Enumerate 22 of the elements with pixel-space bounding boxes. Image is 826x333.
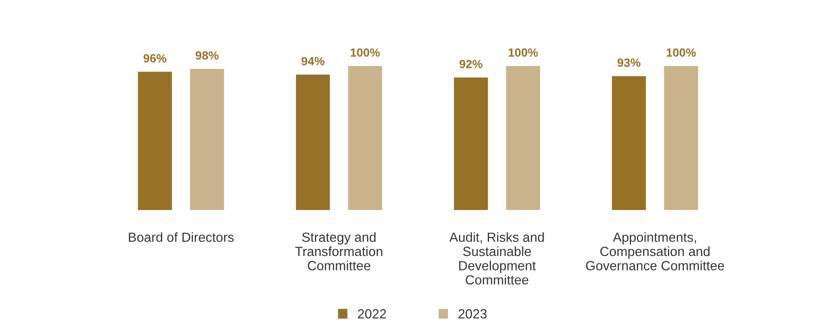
x-tick-label: Board of Directors <box>128 232 234 242</box>
data-label: 92% <box>460 60 482 68</box>
bar <box>138 72 172 210</box>
legend-label: 2022 <box>358 309 386 319</box>
x-tick-label: Appointments, Compensation and Governance Committee <box>586 232 724 270</box>
x-tick-label: Audit, Risks and Sustainable Development Committee <box>449 232 544 285</box>
legend-label: 2023 <box>458 309 487 319</box>
data-label: 100% <box>666 48 696 57</box>
bar <box>454 78 488 210</box>
data-label: 94% <box>302 57 324 66</box>
data-label: 93% <box>618 58 640 67</box>
bar <box>612 76 646 210</box>
bar <box>506 66 540 210</box>
bar <box>190 68 224 210</box>
x-tick-label: Strategy and Transformation Committee <box>295 232 382 270</box>
bar <box>664 66 698 210</box>
data-label: 96% <box>144 54 166 62</box>
bar <box>296 74 330 210</box>
data-label: 98% <box>196 51 219 60</box>
bar <box>348 66 382 210</box>
data-label: 100% <box>350 48 380 57</box>
data-label: 100% <box>508 48 538 57</box>
